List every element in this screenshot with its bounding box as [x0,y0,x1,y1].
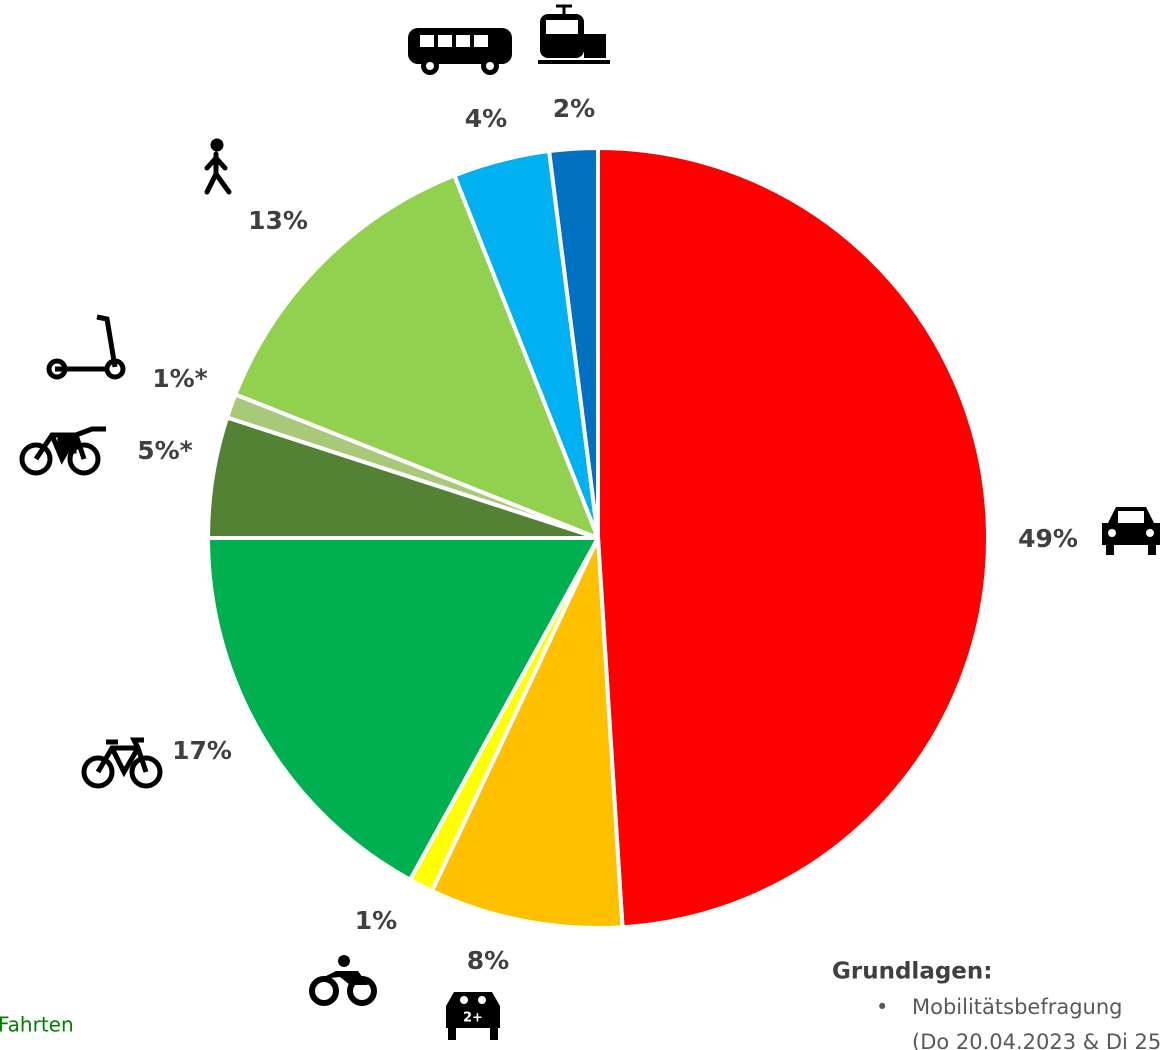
value-label: 4% [465,104,507,133]
footnote-title: Grundlagen: [832,959,992,985]
pie-slice [206,536,600,882]
walk-icon [204,138,232,195]
footnote-item: (Do 20.04.2023 & Di 25 [912,1030,1161,1050]
value-label: 8% [467,946,509,975]
pie-slice [429,536,625,930]
value-label: 13% [248,206,308,235]
pie-slice [547,146,600,540]
bullet: • [876,995,888,1019]
value-label: 5%* [137,436,193,465]
value-label: 2% [553,94,595,123]
value-label: 49% [1018,524,1078,553]
svg-text:2+: 2+ [463,1011,483,1026]
train-icon [538,4,610,64]
pie [206,146,990,930]
value-label: 17% [172,736,232,765]
pie-slice [596,146,990,930]
pie-slice [233,173,600,540]
bike-icon [81,737,163,789]
footnote-item: Mobilitätsbefragung [912,995,1123,1019]
value-label: 1%* [152,364,208,393]
annotation: Fahrten [0,1013,74,1037]
value-label: 1% [355,906,397,935]
scooter-icon [46,314,126,380]
carpool-icon: 2+ [446,992,500,1040]
ebike-icon [19,426,106,476]
moto-icon [309,955,377,1006]
car-icon [1102,507,1160,555]
icons: 2+ [19,4,1160,1040]
bus-icon [408,28,512,75]
